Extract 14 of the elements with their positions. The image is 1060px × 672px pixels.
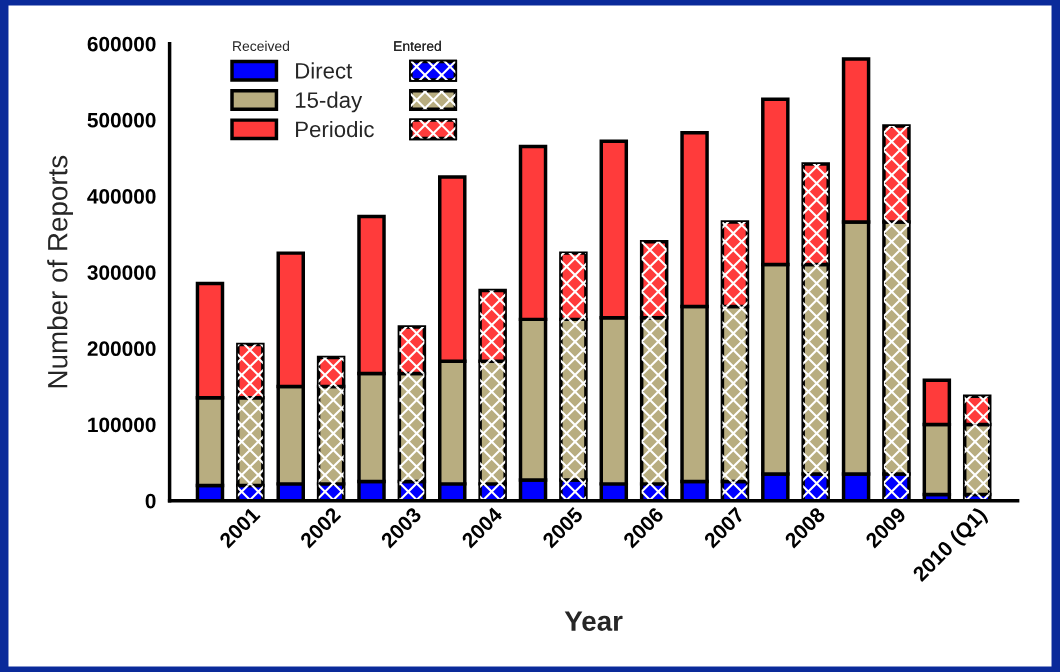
y-tick-label: 400000 xyxy=(87,189,156,204)
legend-label: 15-day xyxy=(295,91,363,113)
legend-label: Direct xyxy=(296,62,353,79)
y-tick-label: 300000 xyxy=(87,265,156,280)
y-tick-label: 0 xyxy=(145,493,156,509)
legend-label: Periodic xyxy=(296,120,374,138)
annotation: Entered xyxy=(394,40,441,52)
y-tick-label: 200000 xyxy=(87,341,156,357)
y-tick-label: 100000 xyxy=(88,417,156,433)
y-tick-label: 600000 xyxy=(87,36,156,52)
y-tick-label: 500000 xyxy=(87,112,156,128)
annotation: Received xyxy=(233,40,290,52)
x-axis-title: Year xyxy=(564,611,623,631)
y-axis-title: Number of Reports xyxy=(47,155,73,388)
